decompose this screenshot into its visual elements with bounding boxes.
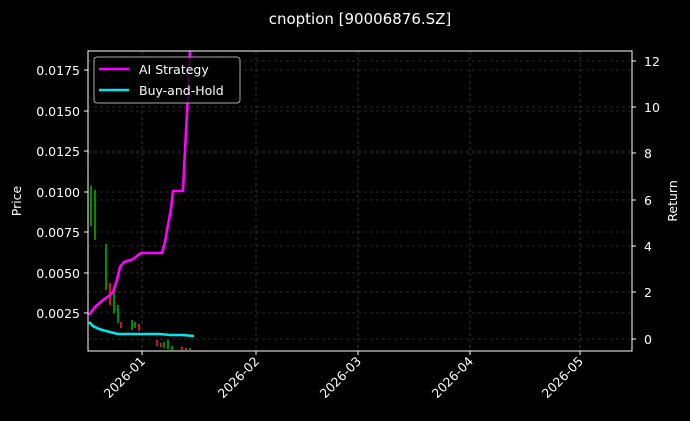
series-buy-and-hold: [88, 321, 195, 338]
legend-label-ai-strategy: AI Strategy: [139, 62, 209, 77]
y-axis-label: Price: [9, 185, 24, 216]
y2-tick-label: 10: [644, 100, 660, 115]
y-tick-label: 0.0025: [36, 306, 80, 321]
legend: AI Strategy Buy-and-Hold: [93, 56, 241, 104]
y-tick-label: 0.0150: [36, 104, 80, 119]
left-y-axis: 0.0175 0.0150 0.0125 0.0100 0.0075 0.005…: [9, 63, 88, 321]
y-tick-label: 0.0125: [36, 144, 80, 159]
y2-axis-label: Return: [665, 180, 680, 221]
y2-tick-label: 8: [644, 146, 652, 161]
candlesticks: [90, 186, 191, 350]
x-tick-label: 2026-02: [215, 354, 263, 402]
y2-tick-label: 12: [644, 54, 660, 69]
plot-frame: [87, 50, 633, 352]
x-tick-label: 2026-04: [429, 353, 477, 401]
y2-tick-label: 6: [644, 193, 652, 208]
x-tick-label: 2026-05: [539, 354, 587, 402]
x-axis: 2026-01 2026-02 2026-03 2026-04 2026-05: [101, 351, 587, 402]
series-ai-strategy: [87, 50, 192, 316]
chart-title: cnoption [90006876.SZ]: [269, 10, 452, 28]
x-tick-label: 2026-03: [317, 354, 365, 402]
y2-tick-label: 2: [644, 285, 652, 300]
y2-tick-label: 0: [644, 332, 652, 347]
y-tick-label: 0.0175: [36, 63, 80, 78]
y-tick-label: 0.0100: [36, 185, 80, 200]
right-y-axis: 12 10 8 6 4 2 0 Return: [632, 54, 680, 347]
x-tick-label: 2026-01: [101, 354, 149, 402]
y2-tick-label: 4: [644, 239, 652, 254]
legend-label-buy-and-hold: Buy-and-Hold: [139, 83, 224, 98]
y-tick-label: 0.0050: [36, 266, 80, 281]
y-tick-label: 0.0075: [36, 225, 80, 240]
